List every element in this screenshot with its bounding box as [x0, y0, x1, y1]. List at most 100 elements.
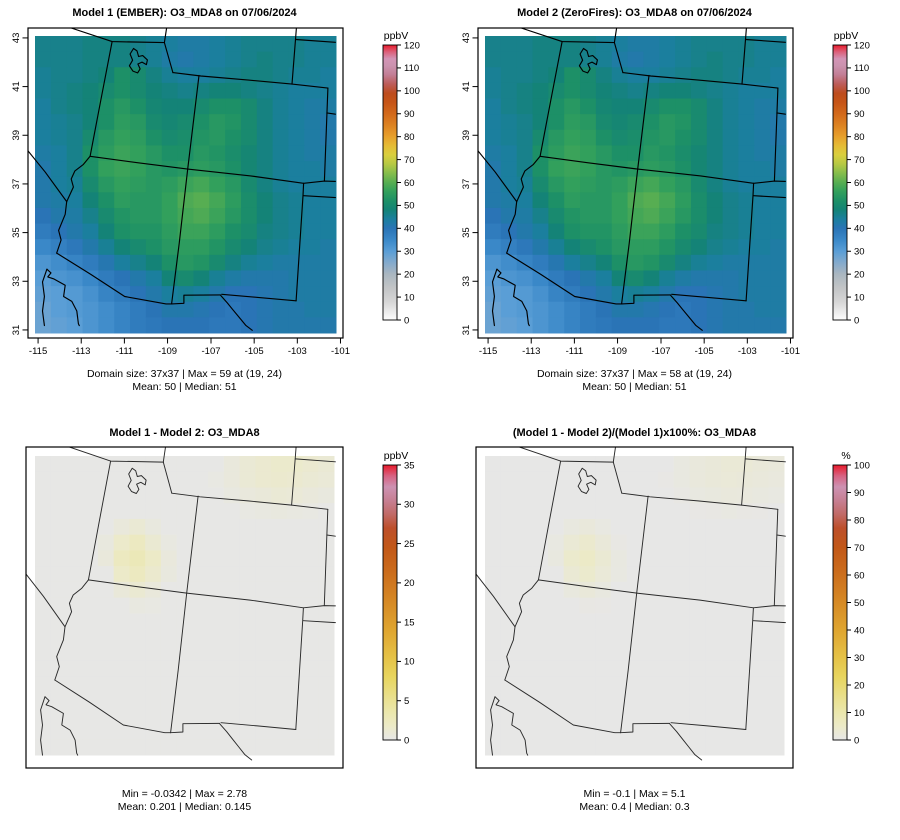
- newmexico-texas-border: [745, 607, 754, 730]
- colorbar-tick-label: 20: [854, 680, 865, 691]
- newmexico-32n-border: [671, 293, 747, 302]
- colorbar-tick-label: 0: [854, 735, 859, 746]
- colorbar-gradient: [382, 44, 398, 321]
- colorbar-tick-label: 35: [404, 460, 415, 471]
- colorado-east-border: [773, 508, 779, 607]
- utah-wyoming-border: [613, 42, 624, 74]
- nevada-utah-border: [87, 460, 112, 581]
- gulf-coast-west: [490, 696, 496, 756]
- texas-oklahoma-border: [303, 195, 336, 199]
- raster-grid: [35, 36, 337, 334]
- y-tick-label: 31: [11, 325, 22, 336]
- rio-grande: [669, 294, 703, 331]
- newmexico-bootheel: [620, 722, 670, 734]
- newmexico-texas-border: [295, 182, 305, 302]
- colorbar-tick-label: 10: [854, 292, 865, 303]
- colorbar-tick-label: 50: [854, 598, 865, 609]
- x-tick-label: -103: [738, 346, 757, 357]
- arizona-newmexico-border: [620, 592, 638, 734]
- stats-line-2: Mean: 50 | Median: 51: [582, 381, 687, 393]
- newmexico-32n-border: [221, 293, 297, 302]
- colorbar-tick-label: 20: [854, 269, 865, 280]
- parallel-37n-border: [539, 155, 786, 184]
- colorbar-gradient: [832, 464, 848, 741]
- texas-oklahoma-border: [752, 620, 786, 624]
- x-tick-label: -115: [29, 346, 47, 357]
- nevada-utah-border: [537, 460, 562, 581]
- map-plot-percent-difference: 0 10 20 30 40 50 60 70 80 90 100%: [475, 446, 870, 769]
- map-plot-model2: -115 -113 -111 -109 -107 -105 -103 -101 43 41 39 37…: [461, 27, 870, 357]
- panel-title-percent-difference: (Model 1 - Model 2)/(Model 1)x100%: O3_M…: [512, 427, 757, 439]
- colorbar-tick-label: 110: [404, 63, 419, 74]
- nevada-utah-border: [539, 41, 563, 157]
- colorbar-tick-label: 100: [854, 86, 870, 97]
- stats-line-2: Mean: 0.201 | Median: 0.145: [117, 801, 252, 813]
- colorbar-tick-label: 30: [404, 247, 415, 258]
- x-tick-label: -109: [608, 346, 627, 357]
- colorbar-tick-label: 20: [404, 269, 415, 280]
- newmexico-bootheel: [171, 294, 221, 305]
- idaho-wyoming-border: [612, 447, 616, 463]
- newmexico-bootheel: [621, 294, 671, 305]
- arizona-mexico-border: [504, 679, 622, 734]
- newmexico-32n-border: [670, 722, 747, 730]
- axes: -115 -113 -111 -109 -107 -105 -103 -101 43 41 39 37…: [461, 33, 800, 357]
- nebraska-kansas-border: [326, 534, 336, 537]
- great-salt-lake: [128, 47, 148, 74]
- x-tick-label: -109: [158, 346, 177, 357]
- x-tick-label: -107: [652, 346, 671, 357]
- y-tick-label: 43: [461, 33, 472, 44]
- x-tick-label: -115: [479, 346, 497, 357]
- gulf-coast-west: [491, 268, 498, 327]
- colorbar-tick-label: 60: [854, 178, 865, 189]
- x-tick-label: -107: [202, 346, 221, 357]
- utah-wyoming-border: [162, 461, 173, 494]
- southdakota-nebraska-border: [744, 458, 786, 463]
- arizona-newmexico-border: [171, 168, 189, 305]
- colorbar-tick-label: 110: [854, 63, 869, 74]
- newmexico-32n-border: [220, 722, 297, 730]
- gulf-coast-west: [40, 696, 46, 756]
- wyoming-nebraska-border: [291, 447, 297, 506]
- arizona-mexico-border: [56, 252, 173, 305]
- state-boundaries: [476, 447, 786, 761]
- texas-oklahoma-border: [302, 620, 336, 624]
- raster-grid: [485, 36, 787, 334]
- colorbar-tick-label: 30: [854, 653, 865, 664]
- colorbar-tick-label: 10: [854, 708, 865, 719]
- parallel-37n-border: [89, 155, 336, 184]
- newmexico-texas-border: [745, 182, 755, 302]
- colorado-river: [506, 155, 541, 254]
- colorbar-tick-label: 60: [404, 178, 415, 189]
- wyoming-41n-border: [172, 72, 329, 89]
- x-tick-label: -103: [288, 346, 307, 357]
- colorado-river: [56, 155, 91, 254]
- colorbar-tick-label: 100: [854, 460, 870, 471]
- california-nevada-border: [476, 573, 516, 628]
- x-tick-label: -101: [781, 346, 800, 357]
- y-tick-label: 35: [11, 227, 22, 238]
- x-tick-label: -111: [116, 346, 134, 357]
- colorbar-title: ppbV: [384, 450, 409, 462]
- state-boundaries: [28, 28, 336, 331]
- utah-colorado-border: [636, 495, 649, 594]
- x-tick-label: -105: [245, 346, 264, 357]
- axes: -115 -113 -111 -109 -107 -105 -103 -101 43 41 39 37…: [11, 33, 350, 357]
- wyoming-41n-border: [622, 72, 779, 89]
- colorbar-tick-label: 40: [404, 224, 415, 235]
- colorbar-gradient: [382, 464, 398, 741]
- arizona-mexico-border: [54, 679, 172, 734]
- colorbar-tick-label: 50: [404, 201, 415, 212]
- wyoming-41n-border: [171, 492, 329, 510]
- colorbar-title: ppbV: [384, 30, 409, 42]
- colorbar-tick-label: 10: [404, 292, 415, 303]
- colorbar: 0 10 20 30 40 50 60 70 80 90 100%: [832, 450, 870, 746]
- panel-title-model1: Model 1 (EMBER): O3_MDA8 on 07/06/2024: [72, 7, 297, 19]
- great-salt-lake: [127, 467, 147, 494]
- map-plot-model1: -115 -113 -111 -109 -107 -105 -103 -101 43 41 39 37…: [11, 27, 420, 357]
- utah-colorado-border: [186, 495, 199, 594]
- gulf-coast-west: [41, 268, 48, 327]
- colorbar-tick-label: 90: [854, 109, 865, 120]
